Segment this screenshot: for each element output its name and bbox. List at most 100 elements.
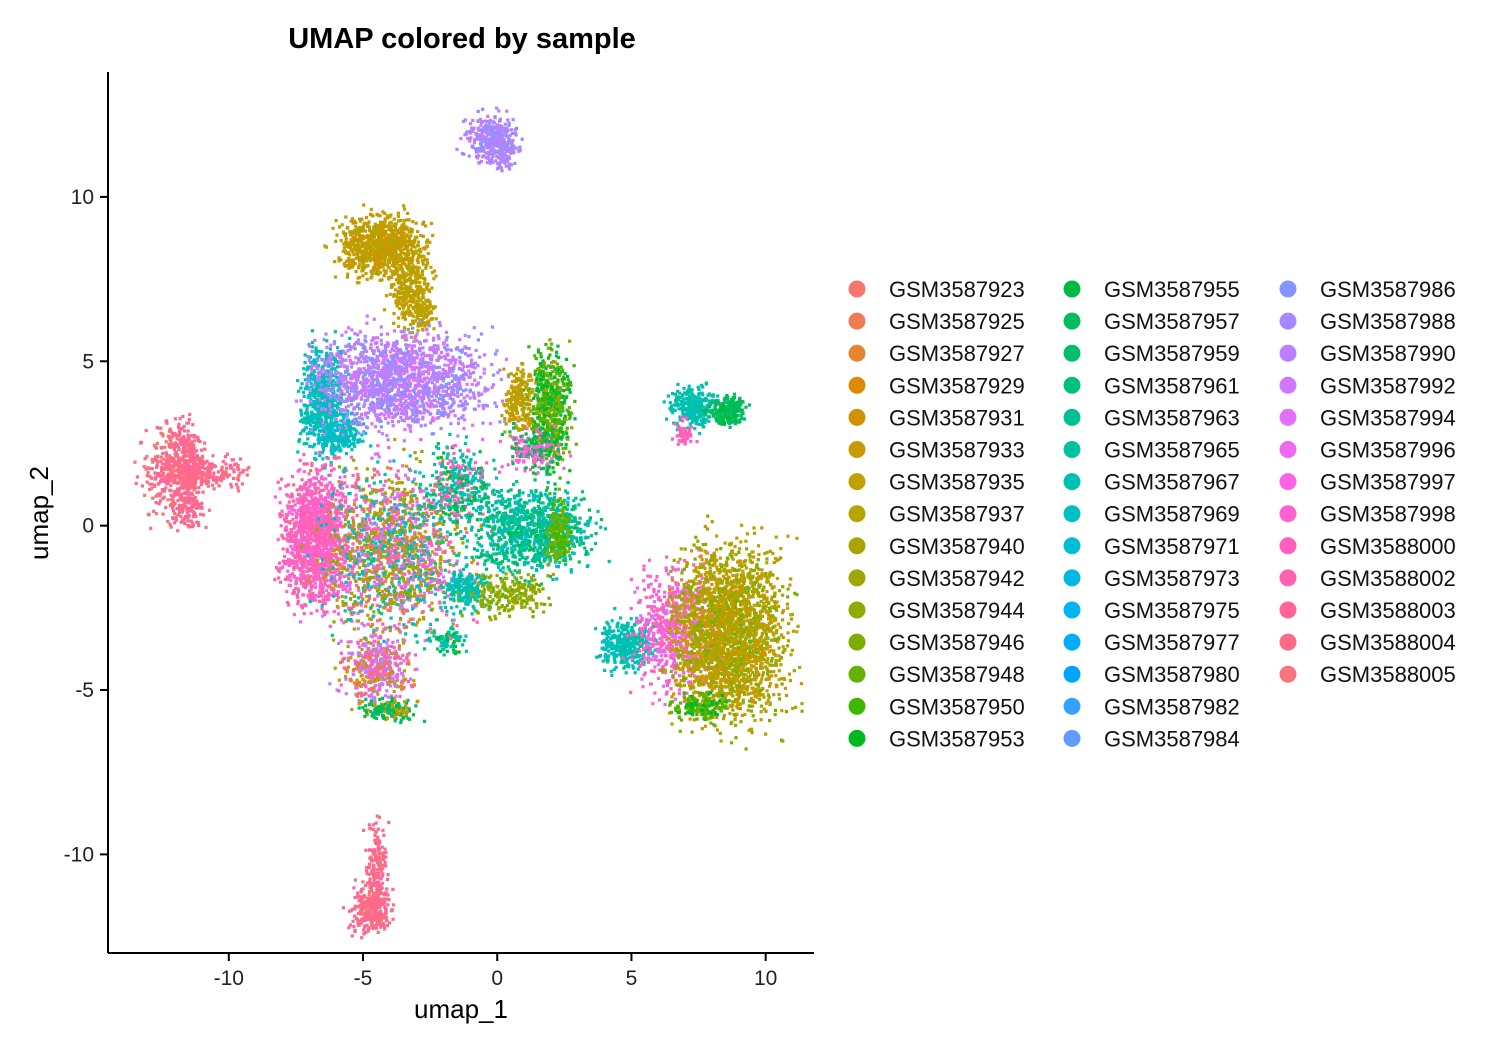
scatter-point bbox=[186, 479, 190, 483]
scatter-point bbox=[380, 886, 384, 890]
scatter-point bbox=[399, 230, 403, 234]
scatter-point bbox=[182, 440, 186, 444]
scatter-point bbox=[414, 278, 418, 282]
scatter-point bbox=[334, 372, 338, 376]
scatter-point bbox=[506, 118, 510, 122]
scatter-point bbox=[362, 430, 366, 434]
scatter-point bbox=[376, 258, 380, 262]
scatter-point bbox=[438, 324, 442, 328]
scatter-point bbox=[379, 338, 383, 342]
scatter-point bbox=[423, 247, 427, 251]
scatter-point bbox=[185, 449, 189, 454]
scatter-point bbox=[302, 367, 306, 371]
scatter-point bbox=[171, 475, 175, 479]
scatter-point bbox=[355, 369, 360, 374]
scatter-point bbox=[384, 294, 389, 298]
scatter-point bbox=[363, 241, 367, 245]
scatter-point bbox=[352, 925, 356, 929]
scatter-point bbox=[453, 414, 457, 418]
scatter-point bbox=[238, 471, 242, 475]
scatter-point bbox=[410, 344, 414, 348]
scatter-point bbox=[371, 823, 376, 827]
scatter-point bbox=[173, 511, 177, 516]
scatter-point bbox=[486, 114, 490, 118]
scatter-point bbox=[368, 826, 373, 830]
scatter-point bbox=[190, 440, 194, 444]
scatter-point bbox=[167, 442, 171, 446]
scatter-point bbox=[332, 379, 336, 383]
scatter-point bbox=[418, 358, 422, 362]
scatter-point bbox=[345, 411, 349, 415]
scatter-point bbox=[487, 146, 491, 150]
scatter-point bbox=[359, 910, 363, 914]
scatter-point bbox=[338, 376, 342, 380]
scatter-point bbox=[479, 375, 483, 379]
scatter-point bbox=[172, 432, 176, 437]
scatter-point bbox=[174, 481, 178, 485]
scatter-point bbox=[428, 357, 432, 361]
scatter-point bbox=[328, 431, 332, 435]
scatter-point bbox=[358, 238, 362, 243]
scatter-point bbox=[372, 870, 376, 874]
scatter-point bbox=[351, 919, 355, 923]
scatter-point bbox=[317, 441, 321, 445]
scatter-point bbox=[171, 435, 175, 439]
scatter-point bbox=[384, 891, 388, 895]
scatter-point bbox=[189, 497, 193, 502]
scatter-point bbox=[392, 903, 396, 907]
scatter-point bbox=[361, 274, 365, 278]
scatter-point bbox=[411, 255, 415, 259]
scatter-point bbox=[401, 330, 405, 334]
scatter-point bbox=[203, 461, 207, 465]
scatter-point bbox=[378, 860, 382, 864]
scatter-point bbox=[173, 521, 177, 525]
scatter-point bbox=[428, 387, 432, 391]
scatter-point bbox=[312, 413, 316, 417]
scatter-point bbox=[161, 512, 165, 516]
scatter-point bbox=[173, 417, 177, 421]
scatter-point bbox=[377, 349, 381, 353]
scatter-point bbox=[503, 122, 507, 126]
scatter-point bbox=[389, 909, 394, 913]
scatter-point bbox=[188, 453, 192, 458]
scatter-point bbox=[323, 437, 327, 442]
scatter-point bbox=[391, 424, 395, 428]
scatter-point bbox=[507, 123, 511, 127]
scatter-point bbox=[187, 501, 191, 505]
scatter-point bbox=[476, 156, 480, 160]
scatter-point bbox=[187, 463, 191, 467]
scatter-point bbox=[421, 327, 425, 332]
scatter-point bbox=[481, 421, 485, 425]
scatter-point bbox=[220, 465, 224, 469]
scatter-point bbox=[471, 391, 476, 395]
scatter-point bbox=[500, 129, 504, 133]
scatter-point bbox=[207, 462, 211, 466]
scatter-point bbox=[387, 253, 391, 257]
scatter-point bbox=[370, 908, 374, 912]
scatter-point bbox=[318, 388, 322, 392]
scatter-point bbox=[148, 474, 152, 478]
scatter-point bbox=[236, 464, 240, 468]
scatter-point bbox=[498, 119, 502, 123]
scatter-point bbox=[500, 145, 504, 149]
scatter-point bbox=[173, 478, 177, 482]
scatter-point bbox=[197, 486, 201, 490]
scatter-point bbox=[339, 239, 343, 243]
scatter-point bbox=[354, 916, 358, 920]
scatter-point bbox=[484, 135, 488, 139]
scatter-point bbox=[398, 246, 402, 250]
scatter-point bbox=[374, 926, 378, 930]
scatter-point bbox=[435, 347, 439, 351]
scatter-point bbox=[168, 454, 172, 458]
scatter-point bbox=[189, 469, 193, 473]
scatter-point bbox=[382, 833, 386, 837]
scatter-point bbox=[366, 426, 370, 430]
scatter-point bbox=[506, 158, 510, 162]
scatter-point bbox=[399, 348, 403, 352]
scatter-point bbox=[514, 133, 518, 137]
scatter-point bbox=[221, 469, 225, 473]
scatter-point bbox=[177, 503, 181, 507]
scatter-point bbox=[164, 440, 168, 444]
scatter-point bbox=[221, 472, 226, 476]
scatter-point bbox=[338, 394, 342, 398]
